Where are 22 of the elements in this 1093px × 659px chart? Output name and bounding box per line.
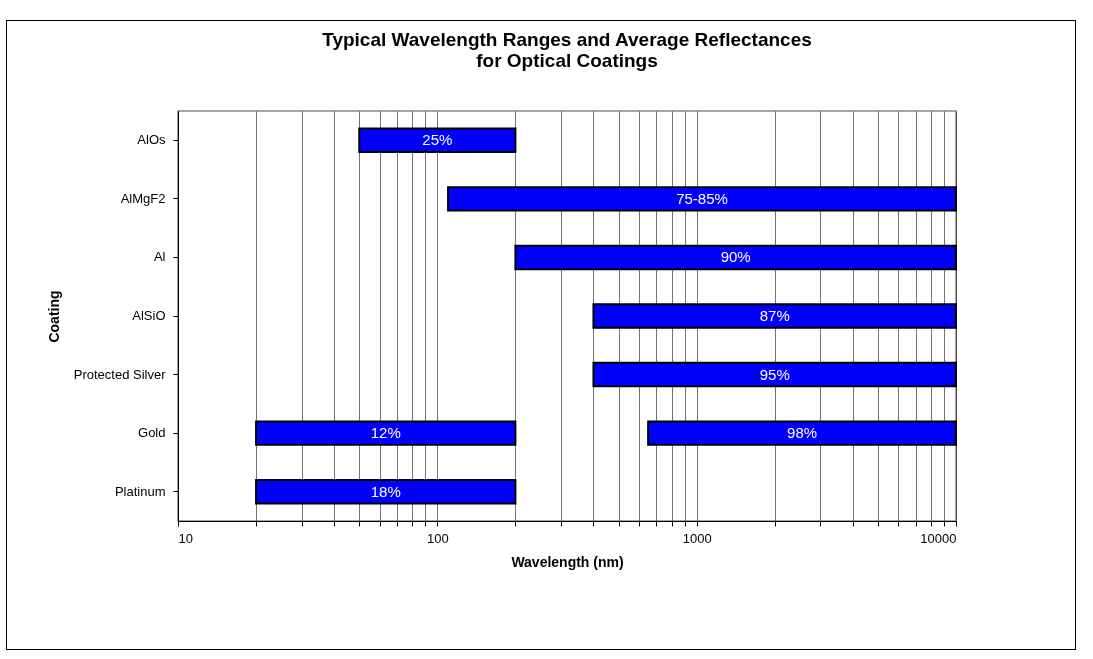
y-tick-label: AlOs (137, 132, 166, 148)
annotation: 90% (720, 248, 751, 266)
annotation: 75-85% (676, 189, 728, 207)
x-tick-label: 100 (426, 530, 449, 546)
annotation: 25% (422, 131, 453, 149)
y-tick-label: Protected Silver (73, 366, 167, 382)
annotation: 95% (759, 365, 790, 383)
annotation: 12% (370, 424, 401, 442)
y-tick-label: Platinum (114, 483, 166, 499)
y-tick-label: Al (153, 249, 166, 265)
y-tick-label: AlSiO (132, 308, 166, 323)
annotation: 18% (370, 482, 401, 500)
y-tick-label: Gold (138, 425, 166, 441)
x-axis-title: Wavelength (nm) (511, 553, 624, 570)
x-tick-label: 10 (178, 530, 193, 546)
annotation: 87% (759, 307, 790, 324)
x-tick-label: 1000 (682, 530, 712, 546)
chart-title: Typical Wavelength Ranges and Average Reflectances for Optical Coatings (322, 29, 812, 71)
y-axis-title: Coating (45, 290, 62, 343)
x-tick-label: 10000 (920, 530, 957, 546)
annotation: 98% (787, 424, 818, 442)
y-tick-label: AlMgF2 (120, 190, 166, 206)
